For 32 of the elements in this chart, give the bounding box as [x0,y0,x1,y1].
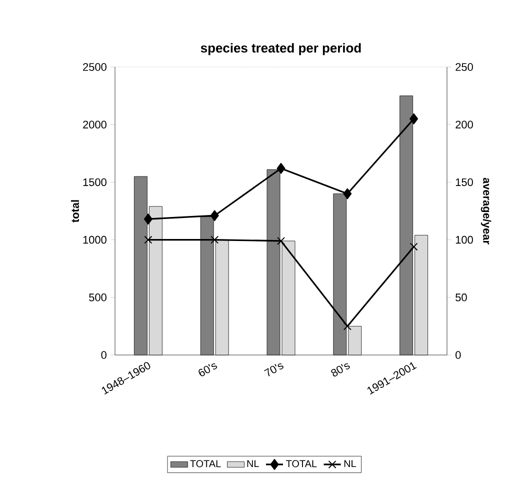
legend-label: NL [344,460,356,468]
x-tick-label: 80's [331,363,350,376]
chart-title: species treated per period [200,43,361,56]
point [410,242,418,251]
x-tick-label: 70's [264,363,284,376]
y2-tick-label: 50 [456,294,467,302]
y-tick-label: 2500 [83,63,106,71]
y-tick-label: 2000 [83,120,106,128]
point [343,322,352,330]
point [343,188,352,200]
point [144,214,152,225]
y2-tick-label: 250 [456,63,473,71]
legend-label: TOTAL [190,460,221,468]
x-tick-label: 60's [198,363,218,376]
point [210,210,219,222]
legend-label: TOTAL [286,460,317,468]
point [276,162,286,174]
point [410,113,418,124]
y-tick-label: 0 [101,351,106,359]
legend-label: NL [247,460,259,468]
y2-tick-label: 100 [456,236,473,244]
point [210,236,219,244]
y2-tick-label: 150 [456,178,473,186]
y-tick-label: 1000 [83,236,106,244]
point [144,236,152,244]
y2-tick-label: 0 [456,351,461,359]
y-axis-title: total [70,200,80,222]
y-tick-label: 1500 [83,178,106,186]
y-tick-label: 500 [89,294,106,302]
y2-axis-title: average/year [480,178,492,244]
point [276,236,286,245]
y2-tick-label: 200 [456,120,473,128]
